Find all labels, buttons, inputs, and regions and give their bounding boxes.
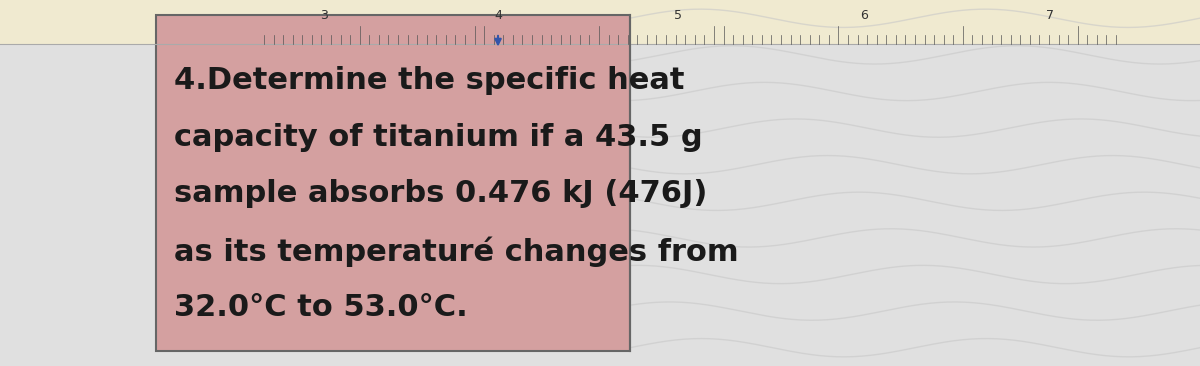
Text: 7: 7 <box>1046 9 1054 22</box>
Text: 4: 4 <box>494 9 502 22</box>
Text: 4.Determine the specific heat: 4.Determine the specific heat <box>174 66 684 95</box>
Text: 6: 6 <box>860 9 868 22</box>
FancyBboxPatch shape <box>0 0 1200 44</box>
Text: 3: 3 <box>320 9 328 22</box>
Text: 32.0°C to 53.0°C.: 32.0°C to 53.0°C. <box>174 293 468 322</box>
Text: as its temperaturé changes from: as its temperaturé changes from <box>174 236 739 266</box>
Text: sample absorbs 0.476 kJ (476J): sample absorbs 0.476 kJ (476J) <box>174 179 707 208</box>
Text: capacity of titanium if a 43.5 g: capacity of titanium if a 43.5 g <box>174 123 703 152</box>
Text: 5: 5 <box>674 9 682 22</box>
FancyBboxPatch shape <box>156 15 630 351</box>
